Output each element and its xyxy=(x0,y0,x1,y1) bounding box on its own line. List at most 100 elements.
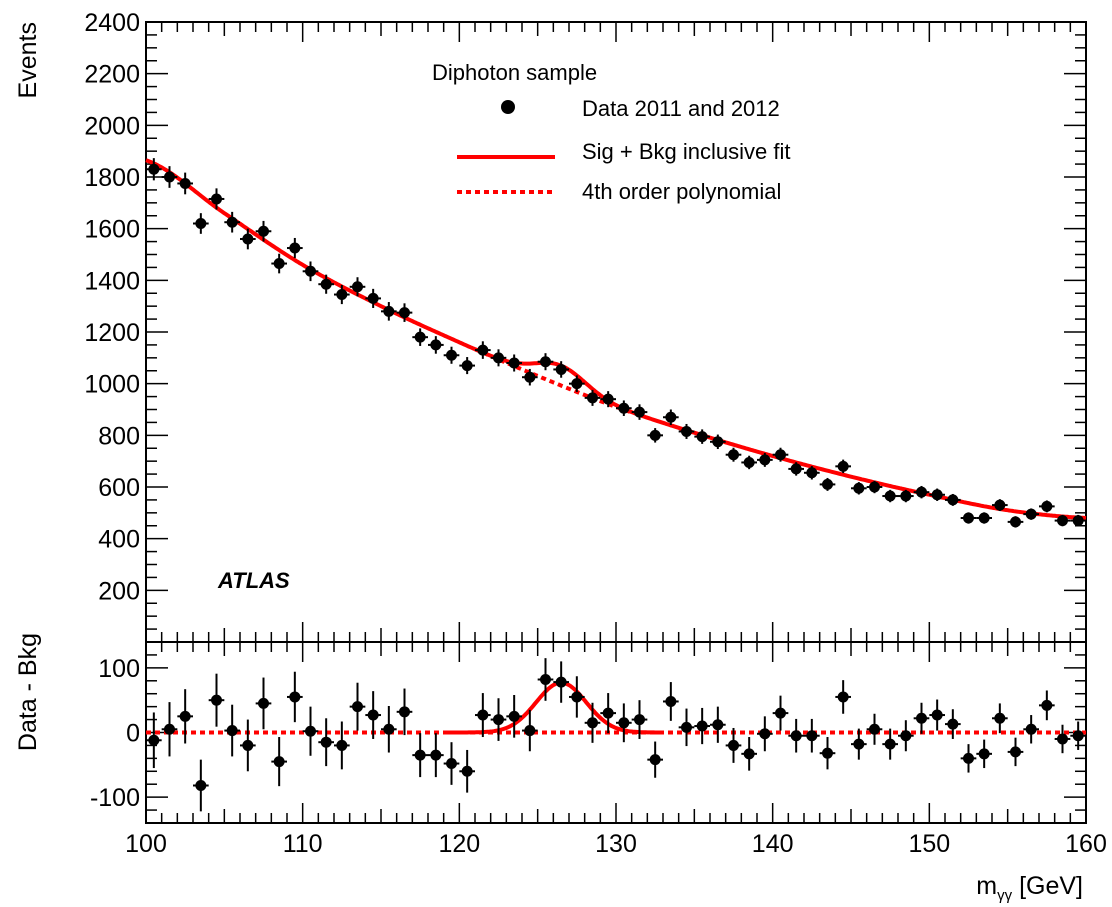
data-point xyxy=(1057,515,1068,526)
data-point xyxy=(1026,509,1037,520)
data-point xyxy=(791,730,802,741)
data-point xyxy=(477,345,488,356)
data-point xyxy=(932,489,943,500)
data-point xyxy=(274,756,285,767)
data-point xyxy=(853,739,864,750)
data-point xyxy=(728,449,739,460)
x-axis-title-subscript: γγ xyxy=(997,887,1013,904)
data-point xyxy=(822,748,833,759)
data-point xyxy=(336,289,347,300)
data-point xyxy=(524,725,535,736)
data-point xyxy=(963,513,974,524)
data-point xyxy=(603,394,614,405)
x-axis-title-unit: [GeV] xyxy=(1012,872,1083,900)
legend: Diphoton sample Data 2011 and 2012 Sig +… xyxy=(432,60,790,204)
data-point xyxy=(587,717,598,728)
data-point xyxy=(415,750,426,761)
data-point xyxy=(1010,516,1021,527)
y-tick-label: 2400 xyxy=(84,9,140,37)
data-point xyxy=(462,360,473,371)
data-point xyxy=(368,293,379,304)
data-point xyxy=(258,698,269,709)
data-point xyxy=(164,724,175,735)
data-point xyxy=(650,754,661,765)
data-point xyxy=(148,164,159,175)
x-tick-label: 110 xyxy=(283,830,323,858)
data-point xyxy=(712,719,723,730)
data-point xyxy=(211,193,222,204)
data-point xyxy=(164,172,175,183)
y-tick-label: 200 xyxy=(98,577,140,605)
data-point xyxy=(869,482,880,493)
main-y-axis-title: Events xyxy=(14,22,42,98)
y-tick-label: 0 xyxy=(126,720,140,748)
data-point xyxy=(195,218,206,229)
x-axis-title-main: m xyxy=(976,872,997,900)
main-fit-curves xyxy=(146,160,1086,518)
ratio-data-points xyxy=(146,658,1086,811)
legend-title: Diphoton sample xyxy=(432,60,597,85)
data-point xyxy=(211,695,222,706)
data-point xyxy=(1026,724,1037,735)
x-tick-label: 120 xyxy=(438,830,480,858)
data-point xyxy=(540,674,551,685)
signal-bump-curve xyxy=(444,683,663,733)
data-point xyxy=(195,780,206,791)
data-point xyxy=(493,714,504,725)
data-point xyxy=(916,487,927,498)
data-point xyxy=(430,750,441,761)
data-point xyxy=(775,708,786,719)
legend-data-marker xyxy=(501,100,515,114)
data-point xyxy=(603,708,614,719)
ratio-y-tick-labels: -1000100 xyxy=(90,655,140,812)
data-point xyxy=(430,339,441,350)
data-point xyxy=(305,266,316,277)
data-point xyxy=(650,430,661,441)
data-point xyxy=(242,234,253,245)
data-point xyxy=(1041,700,1052,711)
data-point xyxy=(399,307,410,318)
data-point xyxy=(900,730,911,741)
data-point xyxy=(963,753,974,764)
data-point xyxy=(869,724,880,735)
data-point xyxy=(180,178,191,189)
data-point xyxy=(148,735,159,746)
data-point xyxy=(744,457,755,468)
data-point xyxy=(681,426,692,437)
data-point xyxy=(509,711,520,722)
data-point xyxy=(697,431,708,442)
data-point xyxy=(462,766,473,777)
data-point xyxy=(1057,733,1068,744)
main-panel: 200 400 600 800 1000 1200 1400 1600 1800 2000 2200… xyxy=(14,9,1086,642)
ratio-panel: -100 0 100 100 110 120 130 140 150 160 Data - Bk… xyxy=(14,633,1107,904)
data-point xyxy=(806,467,817,478)
data-point xyxy=(712,436,723,447)
data-point xyxy=(524,372,535,383)
x-tick-label: 150 xyxy=(908,830,950,858)
data-point xyxy=(556,677,567,688)
x-tick-labels: 100 110 120 130 140 150 160 xyxy=(125,830,1107,858)
data-point xyxy=(838,691,849,702)
x-tick-label: 160 xyxy=(1065,830,1107,858)
data-point xyxy=(180,711,191,722)
data-point xyxy=(775,449,786,460)
data-point xyxy=(446,350,457,361)
atlas-label: ATLAS xyxy=(217,568,290,593)
legend-label-data: Data 2011 and 2012 xyxy=(582,96,780,121)
legend-label-fit: Sig + Bkg inclusive fit xyxy=(582,139,790,164)
data-point xyxy=(853,483,864,494)
y-tick-label: 600 xyxy=(98,474,140,502)
data-point xyxy=(509,358,520,369)
y-tick-label: 800 xyxy=(98,422,140,450)
y-tick-label: 400 xyxy=(98,526,140,554)
data-point xyxy=(556,364,567,375)
data-point xyxy=(415,332,426,343)
data-point xyxy=(947,494,958,505)
data-point xyxy=(493,352,504,363)
x-tick-label: 100 xyxy=(125,830,167,858)
data-point xyxy=(1041,501,1052,512)
data-point xyxy=(885,739,896,750)
x-tick-label: 130 xyxy=(595,830,637,858)
data-point xyxy=(571,691,582,702)
